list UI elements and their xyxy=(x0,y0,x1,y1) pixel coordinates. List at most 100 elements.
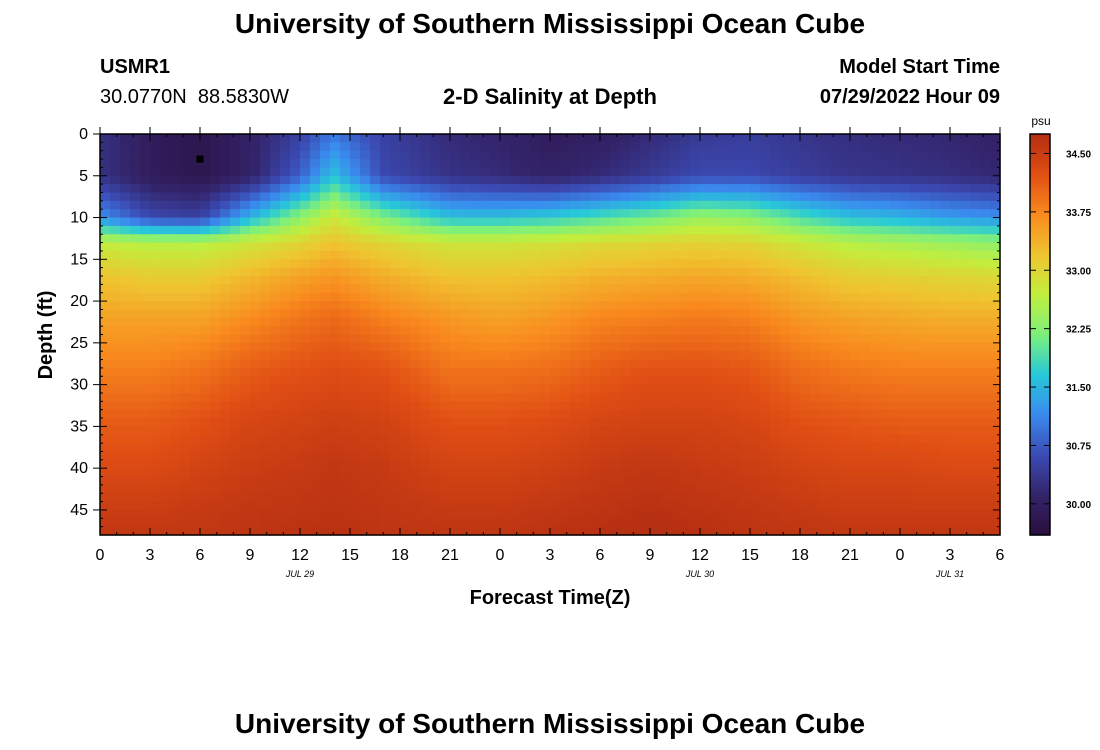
heatmap-cell xyxy=(570,167,581,177)
heatmap-cell xyxy=(840,426,851,436)
heatmap-cell xyxy=(910,134,921,143)
heatmap-cell xyxy=(360,225,371,235)
heatmap-cell xyxy=(390,309,401,319)
heatmap-cell xyxy=(820,259,831,269)
heatmap-cell xyxy=(300,259,311,269)
heatmap-cell xyxy=(960,384,971,394)
heatmap-cell xyxy=(950,267,961,277)
heatmap-cell xyxy=(750,426,761,436)
heatmap-cell xyxy=(440,426,451,436)
heatmap-cell xyxy=(670,459,681,469)
heatmap-cell xyxy=(740,292,751,302)
heatmap-cell xyxy=(830,259,841,269)
heatmap-cell xyxy=(440,192,451,202)
heatmap-cell xyxy=(340,451,351,461)
heatmap-cell xyxy=(950,326,961,336)
heatmap-cell xyxy=(310,184,321,194)
heatmap-cell xyxy=(620,175,631,185)
heatmap-cell xyxy=(820,384,831,394)
heatmap-cell xyxy=(400,401,411,411)
heatmap-cell xyxy=(460,134,471,143)
heatmap-cell xyxy=(540,451,551,461)
heatmap-cell xyxy=(830,392,841,402)
heatmap-cell xyxy=(540,159,551,169)
heatmap-cell xyxy=(180,292,191,302)
heatmap-cell xyxy=(530,468,541,478)
colorbar-segment xyxy=(1030,484,1050,489)
heatmap-cell xyxy=(600,359,611,369)
heatmap-cell xyxy=(510,468,521,478)
heatmap-cell xyxy=(620,459,631,469)
heatmap-cell xyxy=(810,142,821,152)
heatmap-cell xyxy=(900,468,911,478)
heatmap-cell xyxy=(450,401,461,411)
heatmap-cell xyxy=(490,409,501,419)
heatmap-cell xyxy=(910,267,921,277)
heatmap-cell xyxy=(270,184,281,194)
heatmap-cell xyxy=(200,267,211,277)
heatmap-cell xyxy=(920,409,931,419)
heatmap-cell xyxy=(870,409,881,419)
heatmap-cell xyxy=(910,167,921,177)
colorbar-segment xyxy=(1030,331,1050,336)
heatmap-cell xyxy=(530,351,541,361)
heatmap-cell xyxy=(170,501,181,511)
heatmap-cell xyxy=(750,134,761,143)
colorbar-segment xyxy=(1030,344,1050,349)
date-label: JUL 30 xyxy=(685,569,714,579)
heatmap-cell xyxy=(460,426,471,436)
heatmap-cell xyxy=(560,426,571,436)
heatmap-cell xyxy=(280,175,291,185)
heatmap-cell xyxy=(890,409,901,419)
heatmap-cell xyxy=(190,509,201,519)
heatmap-cell xyxy=(550,334,561,344)
heatmap-cell xyxy=(760,250,771,260)
heatmap-cell xyxy=(290,384,301,394)
heatmap-cell xyxy=(760,284,771,294)
heatmap-cell xyxy=(400,276,411,285)
colorbar-segment xyxy=(1030,387,1050,392)
heatmap-cell xyxy=(770,192,781,202)
heatmap-cell xyxy=(780,509,791,519)
heatmap-cell xyxy=(880,334,891,344)
heatmap-cell xyxy=(700,167,711,177)
heatmap-cell xyxy=(960,518,971,528)
heatmap-cell xyxy=(100,200,111,210)
heatmap-cell xyxy=(180,509,191,519)
heatmap-cell xyxy=(320,468,331,478)
heatmap-cell xyxy=(520,376,531,386)
heatmap-cell xyxy=(800,234,811,244)
heatmap-cell xyxy=(520,292,531,302)
heatmap-cell xyxy=(690,426,701,436)
heatmap-cell xyxy=(170,192,181,202)
heatmap-cell xyxy=(730,501,741,511)
heatmap-cell xyxy=(800,426,811,436)
heatmap-cell xyxy=(840,150,851,160)
heatmap-cell xyxy=(150,392,161,402)
heatmap-cell xyxy=(470,384,481,394)
heatmap-cell xyxy=(980,509,991,519)
heatmap-cell xyxy=(360,159,371,169)
heatmap-cell xyxy=(250,175,261,185)
heatmap-cell xyxy=(460,317,471,327)
heatmap-cell xyxy=(240,184,251,194)
heatmap-cell xyxy=(520,359,531,369)
heatmap-cell xyxy=(900,401,911,411)
heatmap-cell xyxy=(890,501,901,511)
heatmap-cell xyxy=(370,150,381,160)
heatmap-cell xyxy=(740,184,751,194)
colorbar-segment xyxy=(1030,190,1050,195)
heatmap-cell xyxy=(630,150,641,160)
heatmap-cell xyxy=(230,493,241,503)
heatmap-cell xyxy=(200,326,211,336)
heatmap-cell xyxy=(580,384,591,394)
heatmap-cell xyxy=(560,142,571,152)
heatmap-cell xyxy=(660,434,671,444)
heatmap-cell xyxy=(400,392,411,402)
heatmap-cell xyxy=(440,409,451,419)
heatmap-cell xyxy=(940,443,951,453)
heatmap-cell xyxy=(360,526,371,536)
heatmap-cell xyxy=(360,334,371,344)
heatmap-cell xyxy=(200,351,211,361)
heatmap-cell xyxy=(980,159,991,169)
